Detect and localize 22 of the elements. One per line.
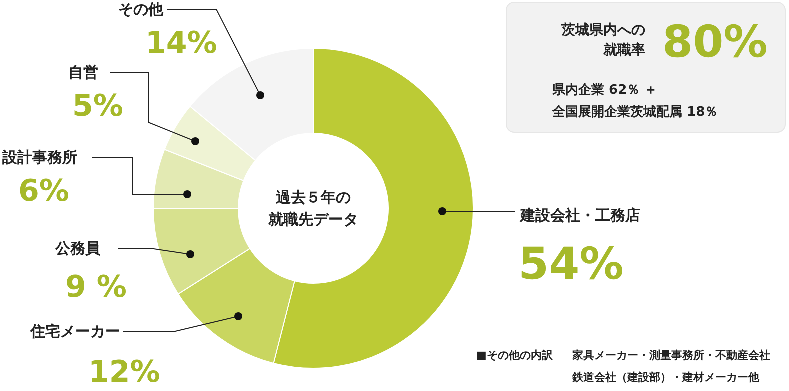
- text: 茨城県内への: [560, 22, 646, 38]
- slice-label: 住宅メーカー: [30, 322, 120, 340]
- text: 過去５年の: [275, 188, 351, 206]
- data-label: 54%: [518, 239, 624, 290]
- text: ■その他の内訳: [476, 349, 554, 362]
- data-label: 9 %: [66, 270, 127, 305]
- data-label: 6%: [18, 174, 70, 209]
- text: 家具メーカー・測量事務所・不動産会社: [572, 349, 770, 362]
- slice-label: 公務員: [54, 240, 102, 258]
- text: 就職率: [602, 42, 646, 58]
- data-label: 12%: [88, 355, 160, 390]
- data-label: 14%: [146, 26, 218, 61]
- slice-label: その他: [118, 0, 164, 18]
- text: 80%: [662, 17, 768, 68]
- slice-label: 建設会社・工務店: [520, 206, 640, 224]
- slice-label: 自営: [68, 64, 98, 82]
- text: 全国展開企業茨城配属 18％: [552, 105, 718, 120]
- text: 鉄道会社（建設部）・建材メーカー他: [572, 371, 760, 384]
- text: 県内企業 62％ ＋: [552, 83, 658, 98]
- text: 就職先データ: [268, 210, 358, 228]
- data-label: 5%: [72, 89, 124, 124]
- slice-label: 設計事務所: [2, 148, 78, 166]
